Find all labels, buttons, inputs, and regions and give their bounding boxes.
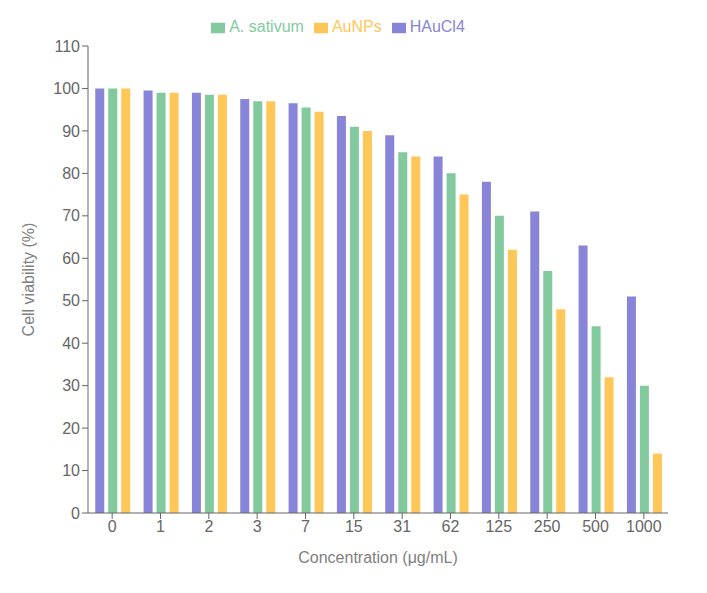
- svg-text:2: 2: [204, 518, 213, 535]
- svg-text:125: 125: [485, 518, 512, 535]
- svg-text:500: 500: [582, 518, 609, 535]
- svg-text:Concentration (μg/mL): Concentration (μg/mL): [298, 549, 458, 566]
- svg-text:15: 15: [345, 518, 363, 535]
- svg-text:0: 0: [108, 518, 117, 535]
- svg-text:1000: 1000: [626, 518, 662, 535]
- html-text:HAuCl4: HAuCl4: [409, 18, 465, 35]
- svg-text:100: 100: [53, 80, 80, 97]
- svg-text:Cell viability (%): Cell viability (%): [20, 223, 37, 337]
- svg-text:40: 40: [62, 335, 80, 352]
- svg-text:10: 10: [62, 462, 80, 479]
- svg-text:0: 0: [71, 505, 80, 522]
- svg-text:110: 110: [54, 38, 80, 55]
- svg-text:60: 60: [62, 250, 80, 267]
- svg-text:70: 70: [62, 207, 80, 224]
- html-text:A. sativum: A. sativum: [229, 18, 304, 35]
- svg-text:62: 62: [442, 518, 460, 535]
- svg-text:90: 90: [62, 123, 80, 140]
- html-text:AuNPs: AuNPs: [331, 18, 382, 35]
- svg-text:50: 50: [62, 292, 80, 309]
- svg-text:31: 31: [393, 518, 411, 535]
- svg-text:80: 80: [62, 165, 80, 182]
- svg-text:7: 7: [301, 518, 310, 535]
- svg-text:20: 20: [62, 420, 80, 437]
- svg-text:250: 250: [534, 518, 561, 535]
- svg-text:3: 3: [253, 518, 262, 535]
- svg-text:1: 1: [156, 518, 165, 535]
- svg-text:30: 30: [62, 377, 80, 394]
